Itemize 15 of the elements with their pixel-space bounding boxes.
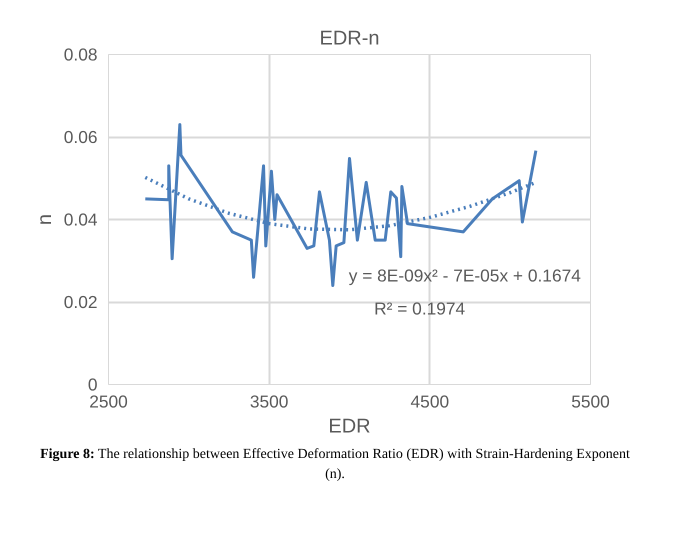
y-tick-label: 0 [88, 374, 98, 394]
y-tick-label: 0.06 [64, 127, 98, 147]
annotation: R² = 0.1974 [374, 298, 466, 318]
x-axis-title: EDR [328, 416, 371, 438]
y-tick-label: 0.08 [64, 44, 98, 64]
x-tick-label: 3500 [250, 392, 288, 412]
y-tick-label: 0.02 [64, 292, 98, 312]
annotation: y = 8E-09x² - 7E-05x + 0.1674 [348, 266, 582, 286]
y-tick-label: 0.04 [64, 210, 98, 230]
y-axis-title: n [34, 214, 56, 226]
x-tick-label: 4500 [410, 392, 450, 412]
x-tick-label: 2500 [89, 392, 128, 412]
chart-title: EDR-n [319, 28, 380, 50]
x-tick-label: 5500 [571, 392, 610, 412]
caption: Figure 8: The relationship between Effective Deformation Ratio (EDR) with Strain-Hardening Exponent (n). [39, 446, 631, 484]
